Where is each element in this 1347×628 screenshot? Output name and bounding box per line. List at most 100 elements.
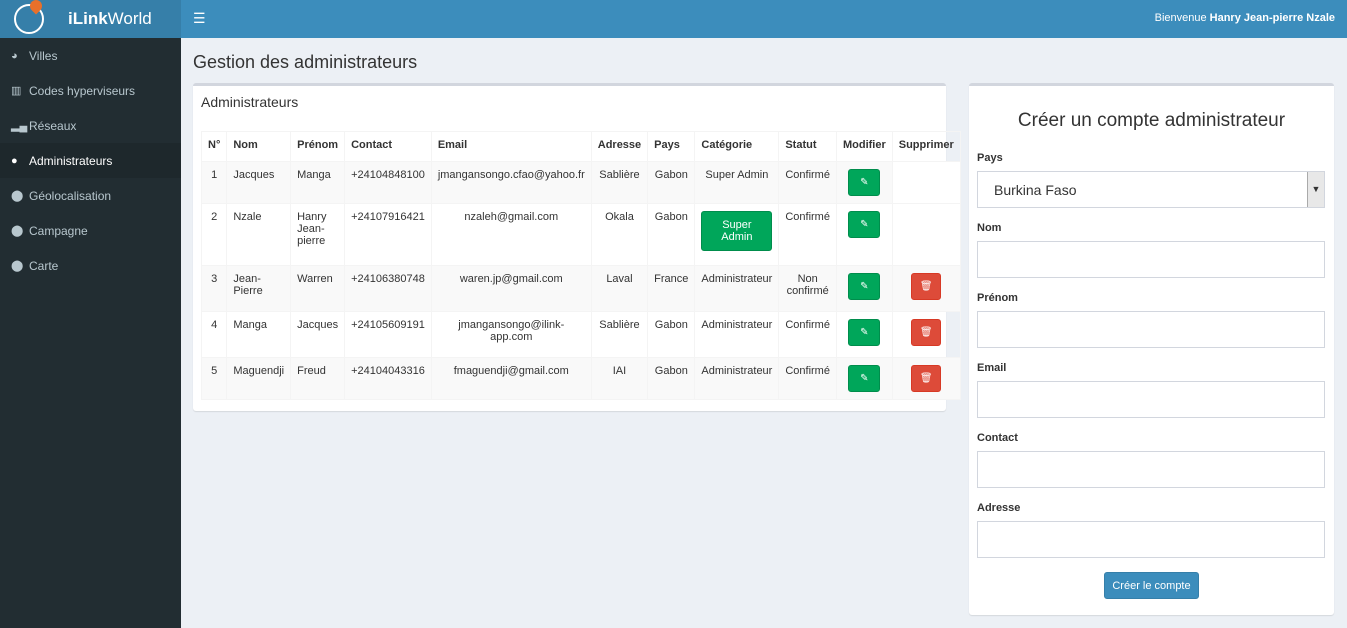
cell-supprimer: 🗑	[891, 357, 961, 400]
sidebar-item-label: Administrateurs	[29, 153, 113, 168]
map-marker-icon: ⬤	[11, 260, 24, 272]
column-header: Contact	[344, 131, 432, 162]
table-row: 3 Jean-Pierre Warren +24106380748 waren.jp@g…	[200, 265, 961, 312]
column-header: Email	[430, 131, 592, 162]
brand-name-rest: World	[107, 9, 152, 28]
administrators-box: Administrateurs N° Nom Prénom Contact Email A…	[193, 83, 961, 411]
delete-button[interactable]: 🗑	[911, 365, 942, 392]
column-header: Statut	[778, 131, 837, 162]
map-marker-icon: ⬤	[11, 190, 24, 202]
sidebar-item-codes-hyperviseurs[interactable]: ▥ Codes hyperviseurs	[0, 73, 181, 108]
create-admin-form: Créer un compte administrateur Pays Burk…	[969, 83, 1334, 615]
trash-icon: 🗑	[919, 281, 933, 292]
cell-pays: Gabon	[647, 357, 696, 400]
category-button[interactable]: Super Admin	[701, 211, 773, 251]
welcome-message: Bienvenue Hanry Jean-pierre Nzale	[1155, 12, 1335, 24]
cell-prenom: Hanry Jean-pierre	[290, 203, 346, 266]
edit-button[interactable]: ✎	[848, 169, 881, 196]
cell-nom: Jean-Pierre	[226, 265, 292, 312]
table-row: 2 Nzale Hanry Jean-pierre +24107916421 nzale…	[200, 203, 961, 266]
cell-prenom: Warren	[290, 265, 346, 312]
edit-button[interactable]: ✎	[848, 273, 881, 300]
nom-label: Nom	[977, 222, 1002, 234]
cell-modifier: ✎	[835, 161, 893, 204]
cell-email: waren.jp@gmail.com	[430, 265, 592, 312]
sidebar-item-administrateurs[interactable]: ● Administrateurs	[0, 143, 181, 178]
cell-nom: Nzale	[226, 203, 292, 266]
sidebar-toggle-bars-icon[interactable]: ☰	[193, 10, 206, 26]
nom-input[interactable]	[977, 241, 1325, 278]
edit-icon: ✎	[860, 219, 869, 230]
table-row: 5 Maguendji Freud +24104043316 fmaguendji@gm…	[200, 357, 961, 400]
column-header: N°	[200, 131, 228, 162]
cell-pays: Gabon	[647, 161, 696, 204]
sidebar-item-label: Codes hyperviseurs	[29, 83, 136, 98]
email-label: Email	[977, 362, 1007, 374]
sidebar-item-reseaux[interactable]: ▂▄ Réseaux	[0, 108, 181, 143]
sidebar-item-geolocalisation[interactable]: ⬤ Géolocalisation	[0, 178, 181, 213]
signal-icon: ▂▄	[11, 120, 28, 132]
user-name: Hanry Jean-pierre Nzale	[1209, 12, 1335, 24]
cell-statut: Confirmé	[778, 357, 837, 400]
cell-adresse: Sablière	[590, 311, 649, 358]
column-header: Adresse	[590, 131, 649, 162]
sidebar-item-label: Géolocalisation	[29, 188, 112, 203]
sidebar-item-label: Villes	[29, 48, 58, 63]
cell-supprimer: 🗑	[891, 265, 961, 312]
barcode-icon: ▥	[11, 85, 22, 97]
edit-icon: ✎	[860, 327, 869, 338]
cell-adresse: Laval	[590, 265, 649, 312]
cell-email: nzaleh@gmail.com	[430, 203, 592, 266]
cell-nom: Manga	[226, 311, 292, 358]
cell-modifier: ✎	[835, 357, 893, 400]
edit-icon: ✎	[860, 177, 869, 188]
cell-contact: +24104848100	[344, 161, 432, 204]
cell-modifier: ✎	[835, 311, 893, 358]
edit-icon: ✎	[860, 373, 869, 384]
delete-button[interactable]: 🗑	[911, 319, 942, 346]
edit-button[interactable]: ✎	[848, 319, 881, 346]
contact-input[interactable]	[977, 451, 1325, 488]
edit-button[interactable]: ✎	[848, 211, 881, 238]
cell-email: jmangansongo.cfao@yahoo.fr	[430, 161, 592, 204]
user-icon: ●	[11, 154, 18, 167]
cell-supprimer	[891, 161, 961, 204]
cell-pays: France	[647, 265, 696, 312]
sidebar-item-villes[interactable]: ◕ Villes	[0, 38, 181, 73]
globe-icon: ◕	[11, 49, 18, 62]
cell-nom: Jacques	[226, 161, 292, 204]
cell-contact: +24105609191	[344, 311, 432, 358]
cell-adresse: IAI	[590, 357, 649, 400]
box-title: Administrateurs	[201, 94, 299, 110]
cell-email: fmaguendji@gmail.com	[430, 357, 592, 400]
page-title: Gestion des administrateurs	[193, 52, 418, 72]
cell-statut: Confirmé	[778, 161, 837, 204]
cell-n: 1	[200, 161, 228, 204]
pays-select[interactable]: Burkina Faso ▼	[977, 171, 1325, 208]
welcome-prefix: Bienvenue	[1154, 12, 1210, 24]
cell-adresse: Sablière	[590, 161, 649, 204]
sidebar-item-carte[interactable]: ⬤ Carte	[0, 248, 181, 283]
cell-categorie: Administrateur	[694, 357, 780, 400]
cell-adresse: Okala	[590, 203, 649, 266]
top-navbar: iLink World ☰ Bienvenue Hanry Jean-pierr…	[0, 0, 1347, 38]
cell-pays: Gabon	[647, 203, 696, 266]
create-account-button[interactable]: Créer le compte	[1104, 572, 1199, 599]
adresse-input[interactable]	[977, 521, 1325, 558]
brand-name-bold: iLink	[68, 9, 108, 28]
sidebar-item-campagne[interactable]: ⬤ Campagne	[0, 213, 181, 248]
column-header: Nom	[226, 131, 292, 162]
email-input[interactable]	[977, 381, 1325, 418]
column-header: Prénom	[290, 131, 346, 162]
delete-button[interactable]: 🗑	[911, 273, 942, 300]
cell-statut: Confirmé	[778, 203, 837, 266]
edit-button[interactable]: ✎	[848, 365, 881, 392]
trash-icon: 🗑	[919, 327, 933, 338]
brand-logo[interactable]: iLink World	[0, 0, 181, 38]
cell-n: 5	[200, 357, 228, 400]
cell-n: 3	[200, 265, 228, 312]
prenom-input[interactable]	[977, 311, 1325, 348]
edit-icon: ✎	[860, 281, 869, 292]
cell-nom: Maguendji	[226, 357, 292, 400]
sidebar-item-label: Campagne	[29, 223, 88, 238]
